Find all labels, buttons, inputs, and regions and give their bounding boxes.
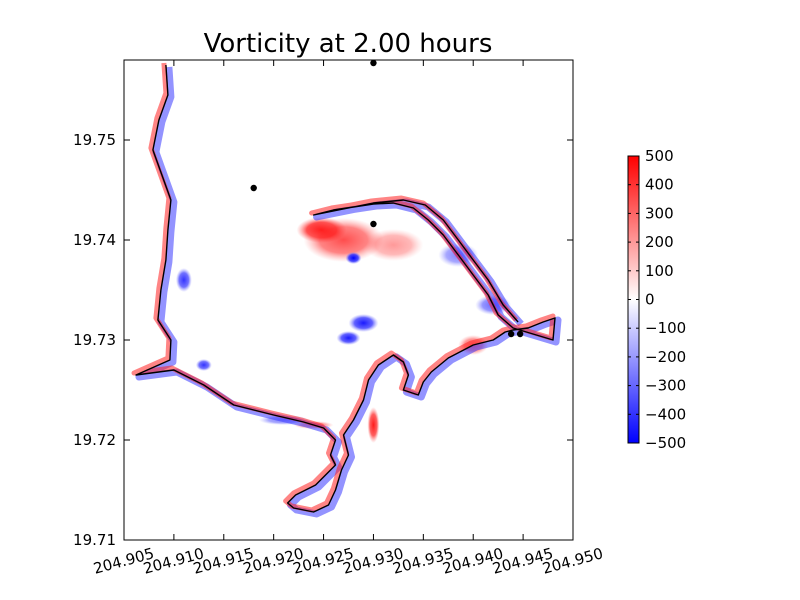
vorticity-feature-negative [348,314,379,332]
gauge-point [370,220,377,228]
shoreline [135,64,556,513]
y-tick-label: 19.71 [73,531,116,549]
vorticity-feature-negative [175,268,192,292]
vorticity-feature-positive [367,407,380,443]
colorbar-tick-label: 0 [645,291,655,309]
shoreline-negative-band [135,66,562,518]
colorbar-tick-label: −500 [645,434,686,452]
colorbar-tick-label: 300 [645,204,674,222]
gauge-point [250,184,257,192]
y-tick-label: 19.73 [73,331,116,349]
colorbar-tick-label: −400 [645,405,686,423]
vorticity-feature-positive [303,218,384,262]
y-axis: 19.71 19.72 19.73 19.74 19.75 [73,131,573,549]
colorbar-tick-label: 100 [645,262,674,280]
colorbar-tick-label: −100 [645,319,686,337]
y-tick-label: 19.72 [73,431,116,449]
vorticity-feature-positive [363,229,424,261]
shoreline-layer [131,62,562,518]
gauge-point [516,330,524,338]
colorbar-tick-label: 400 [645,176,674,194]
colorbar-tick-label: 200 [645,233,674,251]
y-tick-label: 19.74 [73,231,116,249]
gauge-point [507,330,515,338]
colorbar-tick-label: −300 [645,377,686,395]
colorbar: 500 400 300 200 100 0 −100 −200 −300 −400 −500 [627,147,686,452]
plot-frame [123,59,574,541]
colorbar-tick-label: 500 [645,147,674,165]
vorticity-feature-negative [195,359,212,371]
vorticity-feature-negative [336,331,361,345]
chart-title: Vorticity at 2.00 hours [204,29,493,59]
vorticity-feature-negative [345,252,362,264]
colorbar-tick-label: −200 [645,348,686,366]
y-tick-label: 19.75 [73,131,116,149]
